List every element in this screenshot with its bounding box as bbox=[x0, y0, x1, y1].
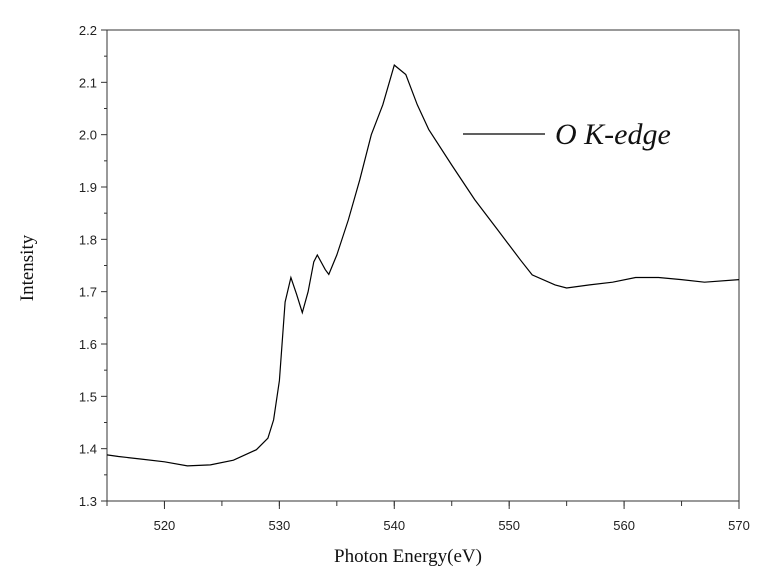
y-tick-label: 1.4 bbox=[79, 442, 97, 457]
x-tick-label: 550 bbox=[498, 518, 520, 533]
x-tick-label: 560 bbox=[613, 518, 635, 533]
plot-frame bbox=[106, 29, 740, 502]
y-axis-label: Intensity bbox=[17, 234, 38, 301]
x-axis-label: Photon Energy(eV) bbox=[334, 546, 482, 567]
legend-label: O K-edge bbox=[555, 118, 671, 151]
x-tick-label: 540 bbox=[383, 518, 405, 533]
y-tick-label: 1.7 bbox=[79, 285, 97, 300]
x-tick-label: 530 bbox=[269, 518, 291, 533]
y-tick-label: 1.3 bbox=[79, 494, 97, 509]
series-line-o-k-edge bbox=[106, 64, 740, 467]
x-tick-label: 520 bbox=[154, 518, 176, 533]
y-tick-label: 2.0 bbox=[79, 128, 97, 143]
y-tick-label: 2.1 bbox=[79, 75, 97, 90]
y-tick-label: 1.6 bbox=[79, 337, 97, 352]
y-tick-label: 1.5 bbox=[79, 389, 97, 404]
y-tick-label: 2.2 bbox=[79, 23, 97, 38]
x-tick-label: 570 bbox=[728, 518, 750, 533]
y-tick-label: 1.9 bbox=[79, 180, 97, 195]
y-tick-label: 1.8 bbox=[79, 232, 97, 247]
